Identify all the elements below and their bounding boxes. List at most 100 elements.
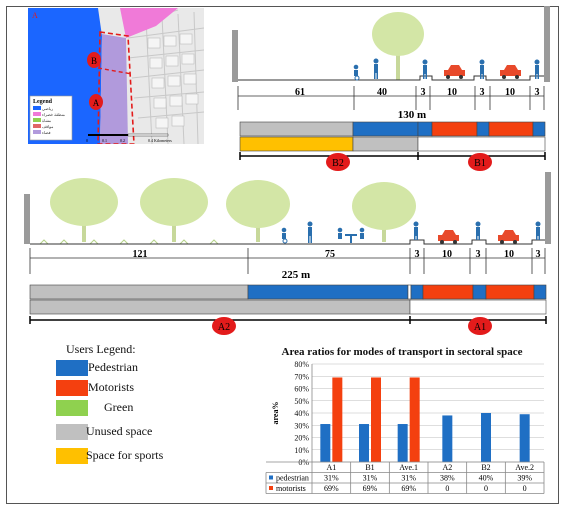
section-bottom: 121 75 3 10 3 10 3 225 m A2 A1 — [24, 172, 551, 335]
person-icon — [307, 221, 313, 243]
marker-a2 — [212, 317, 236, 335]
total-width-label: 130 m — [398, 109, 426, 121]
car-icon — [444, 65, 465, 79]
legend-key — [269, 486, 273, 490]
section-top-wall-left — [232, 30, 238, 82]
marker-b2 — [326, 153, 350, 171]
section-top-dimensions — [237, 86, 545, 110]
bar-motorists — [371, 377, 381, 462]
map-scale-label: 0.2 — [120, 138, 125, 143]
map-scale-label: 0.1 — [102, 138, 107, 143]
legend-key — [269, 475, 273, 480]
dim-label: 10 — [505, 87, 515, 98]
map-corner-label: A — [32, 11, 38, 20]
dim-label: 3 — [476, 249, 481, 260]
map-legend-item: رياضي — [42, 106, 53, 111]
seated-people-table-icon — [337, 227, 365, 243]
wheelchair-person-icon — [353, 64, 360, 81]
legend-swatch — [56, 360, 88, 376]
person-icon — [413, 221, 419, 240]
data-label: 69% — [324, 484, 339, 493]
bar-motorists — [332, 377, 343, 462]
map-marker-b — [87, 52, 101, 68]
chart-title: Area ratios for modes of transport in se… — [281, 346, 523, 358]
car-icon — [500, 65, 521, 79]
legend-swatch — [56, 448, 88, 464]
data-label: 0 — [445, 484, 449, 493]
bar-pedestrian — [442, 415, 453, 462]
x-tick-label: B1 — [365, 463, 374, 472]
section-top: 61 40 3 10 3 10 3 130 m B2 B1 — [232, 6, 550, 171]
data-label: 0 — [523, 484, 527, 493]
legend-swatch — [56, 380, 88, 396]
y-tick-label: 60% — [294, 385, 309, 394]
section-bottom-wall-right — [545, 172, 551, 244]
section-bottom-usage-bars — [29, 284, 547, 315]
x-tick-label: Ave.1 — [399, 463, 418, 472]
legend-label: Green — [104, 400, 134, 414]
dim-label: 40 — [377, 87, 387, 98]
section-top-usage-bars — [239, 121, 546, 152]
dim-label: 3 — [421, 87, 426, 98]
grass — [39, 239, 219, 245]
dim-label: 10 — [447, 87, 457, 98]
data-label: 31% — [324, 474, 339, 483]
series-name: motorists — [276, 484, 306, 493]
section-bottom-dimensions — [29, 248, 546, 274]
data-label: 39% — [517, 474, 532, 483]
data-label: 69% — [401, 484, 416, 493]
legend-label: Space for sports — [86, 448, 164, 462]
users-legend-title: Users Legend: — [66, 342, 136, 356]
section-bottom-wall-left — [24, 194, 30, 244]
y-tick-label: 80% — [294, 360, 309, 369]
tree-icon — [140, 178, 208, 242]
map-scale-label: 0 — [86, 138, 88, 143]
section-bottom-ground — [30, 239, 545, 245]
bar-pedestrian — [320, 424, 331, 462]
map-blocks — [147, 33, 199, 129]
data-label: 0 — [484, 484, 488, 493]
y-tick-label: 70% — [294, 372, 309, 381]
map-section-line — [97, 67, 133, 75]
map-legend-title: Legend — [33, 99, 53, 105]
tree-icon — [372, 12, 424, 80]
person-icon — [479, 59, 485, 79]
data-label: 31% — [401, 474, 416, 483]
dim-label: 3 — [535, 87, 540, 98]
y-tick-label: 40% — [294, 409, 309, 418]
car-icon — [438, 230, 459, 244]
y-tick-label: 50% — [294, 397, 309, 406]
dim-label: 121 — [133, 249, 148, 260]
dim-label: 3 — [480, 87, 485, 98]
dim-label: 10 — [442, 249, 452, 260]
section-top-wall-right — [544, 6, 550, 82]
bar-chart: 0% 10% 20% 30% 40% 50% 60% 70% 80% area% A1 B1 Ave.1… — [265, 360, 545, 494]
site-map: B A A Legend رياضي منطقة خضراء مشاة مواق… — [28, 8, 204, 144]
bar-pedestrian — [519, 414, 530, 462]
bar-pedestrian — [359, 424, 369, 462]
marker-b1 — [468, 153, 492, 171]
section-bottom-bracket — [29, 316, 547, 324]
map-legend-item: فضاء — [42, 130, 51, 135]
dim-label: 61 — [295, 87, 305, 98]
person-icon — [475, 221, 481, 240]
map-label-b: B — [91, 56, 97, 66]
figure-frame — [6, 6, 559, 504]
y-tick-label: 20% — [294, 434, 309, 443]
legend-label: Motorists — [88, 380, 135, 394]
marker-label: A1 — [474, 322, 486, 333]
bar-pedestrian — [397, 424, 408, 462]
dim-label: 3 — [415, 249, 420, 260]
y-tick-label: 30% — [294, 421, 309, 430]
section-top-ground — [238, 75, 544, 81]
person-icon — [534, 59, 540, 79]
data-label: 69% — [363, 484, 378, 493]
tree-icon — [226, 180, 290, 242]
tree-icon — [352, 182, 416, 242]
x-tick-label: A1 — [326, 463, 336, 472]
marker-label: B2 — [332, 158, 344, 169]
map-scale-bar: 0 0.1 0.2 0.4 Kilometers — [86, 133, 172, 143]
x-tick-label: Ave.2 — [515, 463, 534, 472]
y-axis-label: area% — [271, 402, 280, 425]
section-top-bracket — [239, 152, 546, 160]
